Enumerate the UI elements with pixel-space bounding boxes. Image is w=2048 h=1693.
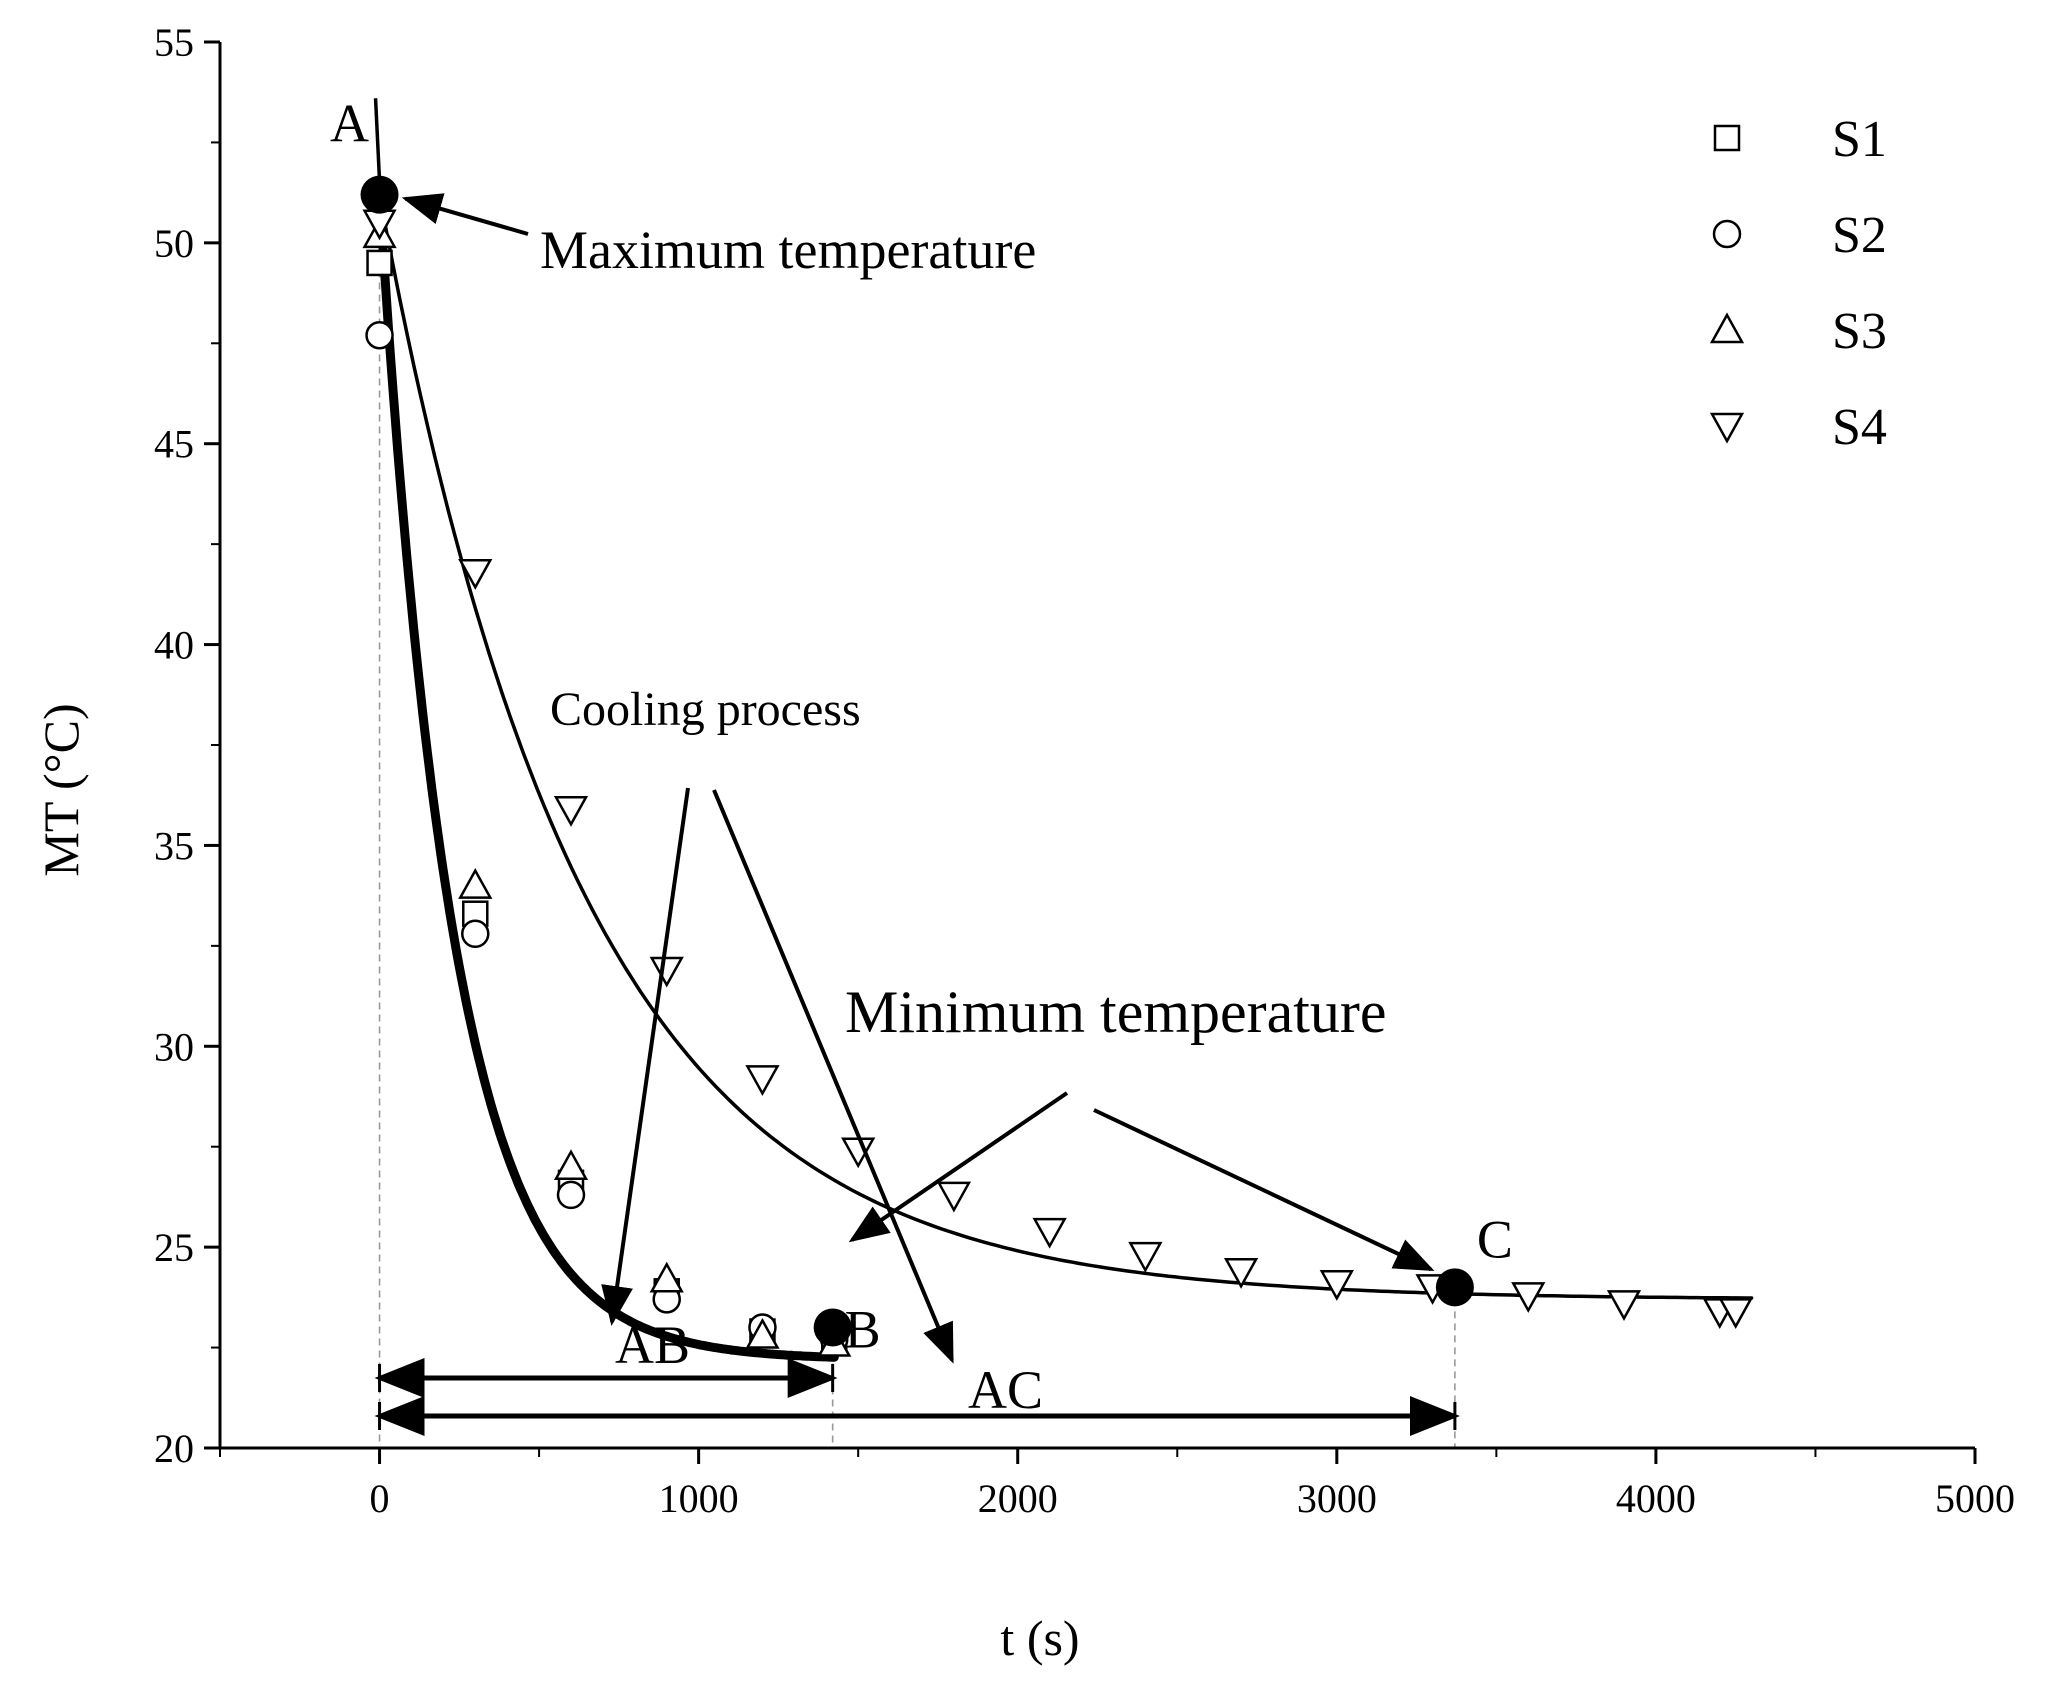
- marker-s3: [649, 1261, 684, 1293]
- legend-label-s1: S1: [1832, 111, 1887, 168]
- key-point-a: [360, 175, 399, 214]
- y-tick-label: 30: [154, 1024, 194, 1069]
- x-tick-label: 0: [370, 1476, 390, 1521]
- y-tick-label: 35: [154, 823, 194, 868]
- axes: [218, 42, 1975, 1450]
- annotation-ab: AB: [615, 1315, 690, 1375]
- legend-label-s2: S2: [1832, 207, 1887, 264]
- marker-s1: [366, 249, 393, 277]
- data-markers: [362, 209, 1753, 1357]
- marker-s4: [745, 1065, 780, 1096]
- x-tick-label: 2000: [978, 1476, 1058, 1521]
- y-axis-title: MT (°C): [33, 703, 89, 876]
- y-tick-label: 20: [154, 1426, 194, 1471]
- arrow-cooling-ab: [601, 787, 690, 1326]
- key-point-c: [1435, 1268, 1474, 1307]
- marker-s2: [365, 321, 394, 350]
- marker-s4: [1511, 1282, 1546, 1313]
- arrow-minimum-c: [1093, 1108, 1435, 1272]
- y-tick-label: 45: [154, 422, 194, 467]
- key-point-b: [813, 1308, 852, 1347]
- marker-s2: [556, 1180, 586, 1210]
- marker-s4: [936, 1181, 972, 1213]
- legend-marker-s4: [1709, 412, 1745, 444]
- marker-s3: [458, 868, 493, 899]
- key-point-label-a: A: [330, 94, 369, 154]
- marker-s4: [553, 796, 589, 827]
- marker-s4: [1718, 1298, 1753, 1329]
- annotation-arrows: [374, 193, 1460, 1436]
- marker-s4: [1319, 1270, 1354, 1301]
- x-tick-label: 3000: [1297, 1476, 1377, 1521]
- key-points: A B C: [330, 94, 1513, 1360]
- legend-label-s4: S4: [1832, 399, 1887, 456]
- arrow-minimum-b: [848, 1091, 1069, 1243]
- marker-s4: [362, 209, 397, 241]
- marker-s4: [458, 559, 493, 590]
- marker-s3: [745, 1317, 780, 1349]
- marker-s4: [1606, 1290, 1642, 1321]
- arrow-maximum-temperature: [401, 193, 529, 236]
- x-ticks: 0 1000 2000 3000 4000 5000: [219, 1448, 2015, 1521]
- annotation-minimum-temperature: Minimum temperature: [845, 979, 1387, 1045]
- legend-marker-s2: [1712, 219, 1742, 249]
- y-ticks: 20 25 30 35 40 45 50 55: [154, 20, 220, 1471]
- annotation-maximum-temperature: Maximum temperature: [540, 220, 1036, 280]
- x-tick-label: 5000: [1935, 1476, 2015, 1521]
- annotation-ac: AC: [968, 1360, 1043, 1420]
- y-tick-label: 40: [154, 623, 194, 668]
- legend: S1 S2 S3 S4: [1709, 111, 1887, 456]
- fit-curve-s4: [377, 192, 1754, 1300]
- guide-lines: [378, 162, 1456, 1448]
- marker-s3: [553, 1149, 589, 1181]
- marker-s4: [1128, 1241, 1163, 1273]
- x-tick-label: 4000: [1616, 1476, 1696, 1521]
- key-point-label-c: C: [1477, 1209, 1513, 1269]
- y-tick-label: 50: [154, 221, 194, 266]
- fit-curve-s1-s3: [375, 190, 839, 1362]
- x-tick-label: 1000: [659, 1476, 739, 1521]
- marker-s1: [462, 900, 489, 927]
- legend-label-s3: S3: [1832, 303, 1887, 360]
- annotation-cooling-process: Cooling process: [550, 683, 861, 736]
- arrow-cooling-ac: [712, 789, 954, 1364]
- x-axis-title: t (s): [1000, 1610, 1079, 1666]
- legend-marker-s3: [1709, 312, 1745, 344]
- marker-s4: [1223, 1258, 1259, 1289]
- key-point-label-b: B: [845, 1299, 881, 1359]
- marker-s4: [649, 956, 684, 988]
- marker-s4: [1032, 1217, 1067, 1249]
- y-tick-label: 25: [154, 1225, 194, 1270]
- legend-marker-s1: [1713, 124, 1741, 152]
- marker-s2: [461, 919, 490, 949]
- y-tick-label: 55: [154, 20, 194, 65]
